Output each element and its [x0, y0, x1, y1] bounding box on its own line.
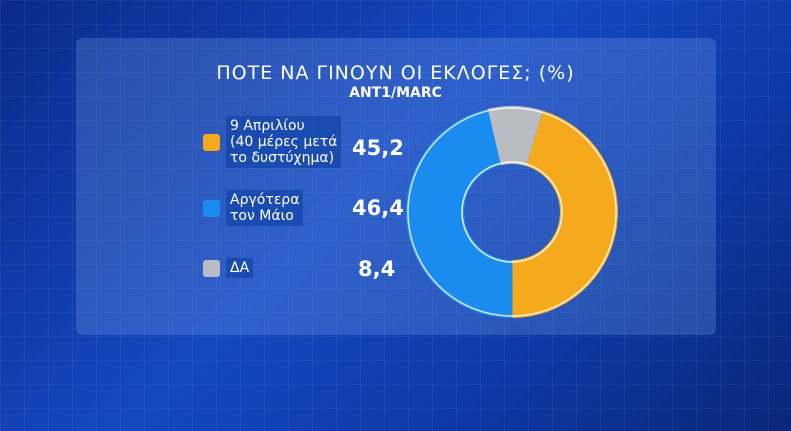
legend-item-da: ΔΑ	[203, 258, 254, 278]
chart-title: ΠΟΤΕ ΝΑ ΓΙΝΟΥΝ ΟΙ ΕΚΛΟΓΕΣ; (%)	[216, 62, 575, 84]
legend-label: το δυστύχημα)	[230, 150, 335, 166]
value-label-april: 45,2	[352, 136, 404, 160]
legend-swatch	[203, 133, 220, 151]
legend-swatch	[203, 259, 220, 277]
donut-rim	[461, 161, 563, 263]
legend-label: Αργότερα	[230, 192, 300, 208]
legend-swatch	[203, 199, 220, 217]
legend-label: ΔΑ	[230, 260, 250, 276]
value-label-da: 8,4	[358, 257, 396, 281]
donut-rim	[407, 107, 617, 317]
chart-source: ANT1/MARC	[349, 85, 442, 101]
donut-slice	[405, 108, 513, 319]
value-label-may: 46,4	[352, 196, 404, 220]
legend-label: τον Μάιο	[230, 208, 294, 224]
legend-item-may: Αργότερα τον Μάιο	[203, 190, 304, 226]
legend-label: 9 Απριλίου	[230, 118, 305, 134]
donut-slice	[487, 106, 543, 167]
donut-slice	[512, 110, 619, 318]
legend-item-april: 9 Απριλίου (40 μέρες μετά το δυστύχημα)	[203, 116, 342, 168]
legend-label: (40 μέρες μετά	[230, 134, 338, 150]
